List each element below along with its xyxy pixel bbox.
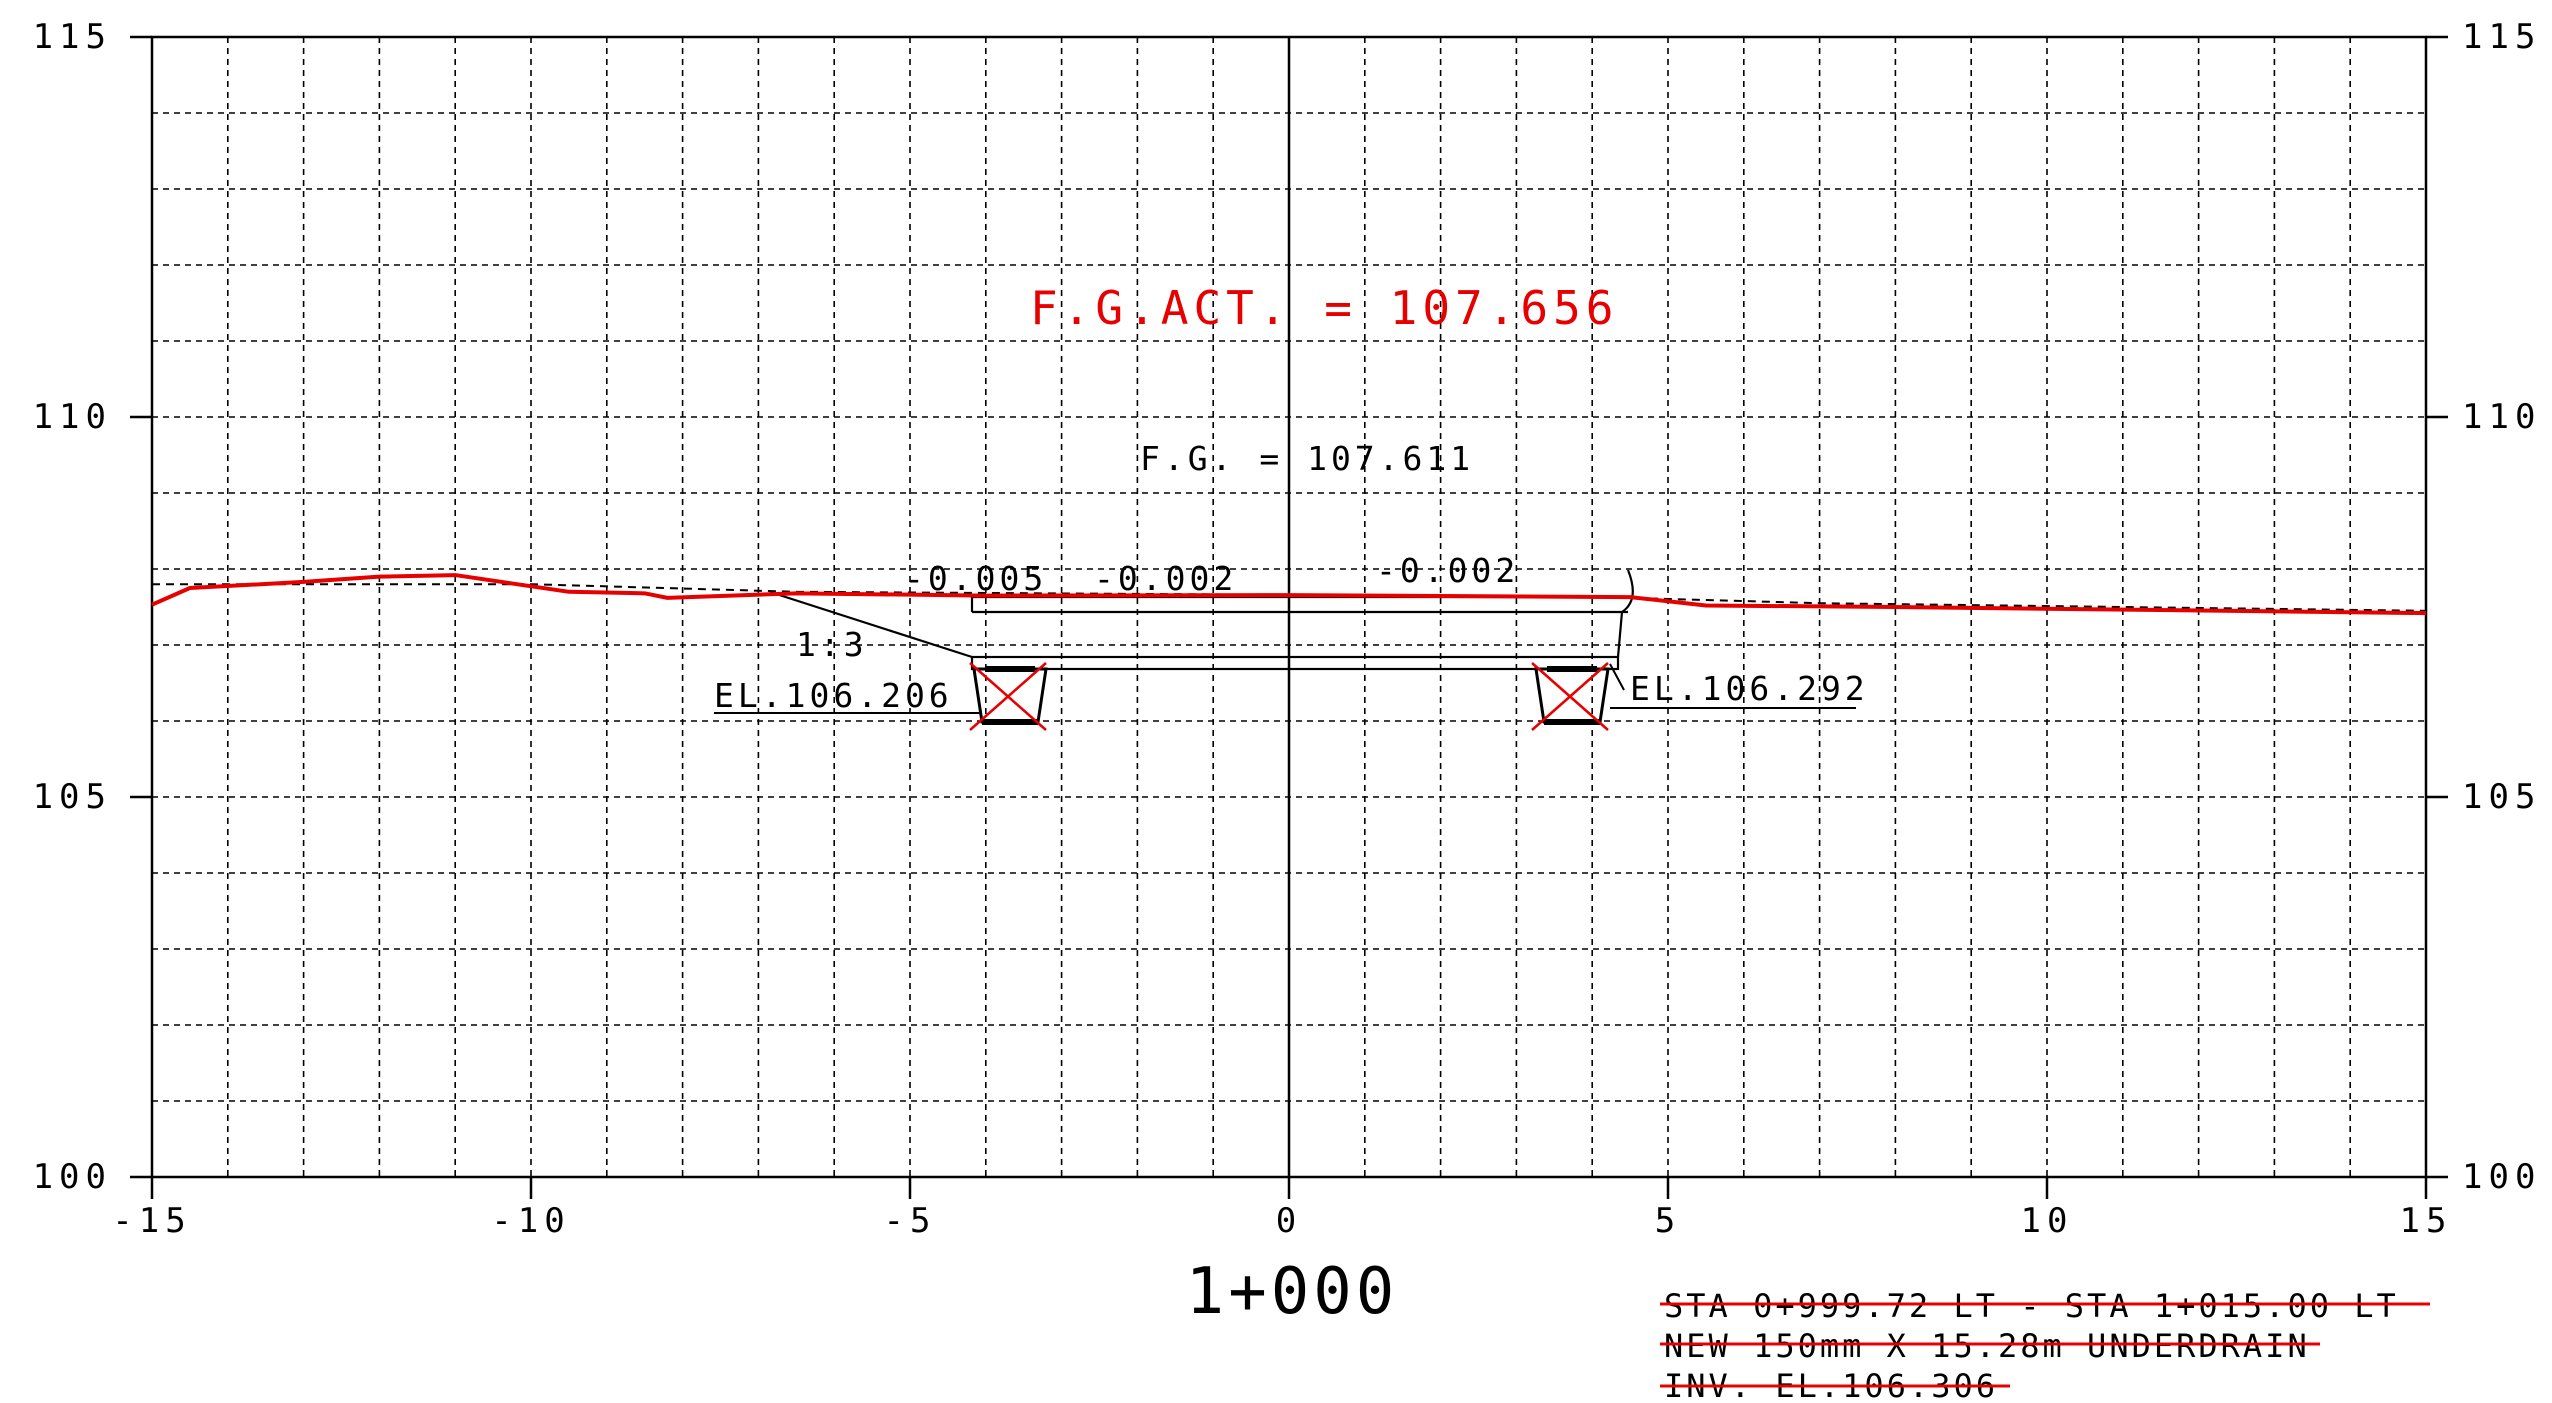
ground-profiles <box>151 573 2427 616</box>
y-tick-label: 110 <box>33 397 112 437</box>
station-label: 1+000 <box>1186 1255 1399 1329</box>
right-edge-curve <box>1616 569 1634 658</box>
note-line-2: NEW 150mm X 15.28m UNDERDRAIN <box>1664 1327 2310 1365</box>
el-right-pointer <box>1609 663 1625 691</box>
y-tick-label: 115 <box>33 17 112 57</box>
y-tick-label: 100 <box>33 1157 112 1197</box>
red-x-right-b <box>1531 662 1609 731</box>
y-tick-label: 105 <box>33 777 112 817</box>
struck-note: STA 0+999.72 LT - STA 1+015.00 LT NEW 15… <box>1660 1287 2430 1403</box>
y-tick-label: 110 <box>2462 397 2541 437</box>
slope-label-3: -0.002 <box>1376 551 1519 590</box>
el-left-label: EL.106.206 <box>714 676 953 715</box>
x-axis-ticks: -15 -10 -5 0 5 10 15 <box>112 1201 2453 1241</box>
y-tick-label: 115 <box>2462 17 2541 57</box>
x-tick-label: 10 <box>2021 1201 2074 1241</box>
el-right-label: EL.106.292 <box>1630 669 1869 708</box>
subbase-layer <box>970 655 1620 671</box>
x-tick-label: 5 <box>1655 1201 1681 1241</box>
y-tick-label: 105 <box>2462 777 2541 817</box>
slope-label-1: -0.005 <box>904 559 1047 598</box>
slope-label-2: -0.002 <box>1094 559 1237 598</box>
red-x-left-b <box>969 662 1047 731</box>
y-axis-ticks-left: 100 105 110 115 <box>33 17 112 1197</box>
underdrain-left <box>969 662 1048 731</box>
existing-ground-red-line <box>151 573 2427 616</box>
y-axis-ticks-right: 100 105 110 115 <box>2462 17 2541 1197</box>
fg-actual-label: F.G.ACT. = 107.656 <box>1030 281 1619 335</box>
x-tick-label: 15 <box>2400 1201 2453 1241</box>
underdrain-right <box>1531 662 1610 731</box>
note-line-1: STA 0+999.72 LT - STA 1+015.00 LT <box>1664 1287 2399 1325</box>
side-slope-label: 1:3 <box>796 625 868 664</box>
x-tick-label: -10 <box>491 1201 570 1241</box>
x-tick-label: 0 <box>1276 1201 1302 1241</box>
y-tick-label: 100 <box>2462 1157 2541 1197</box>
x-tick-label: -15 <box>112 1201 191 1241</box>
x-tick-label: -5 <box>884 1201 937 1241</box>
fg-design-label: F.G. = 107.611 <box>1140 439 1474 478</box>
side-slope-left <box>769 590 973 659</box>
